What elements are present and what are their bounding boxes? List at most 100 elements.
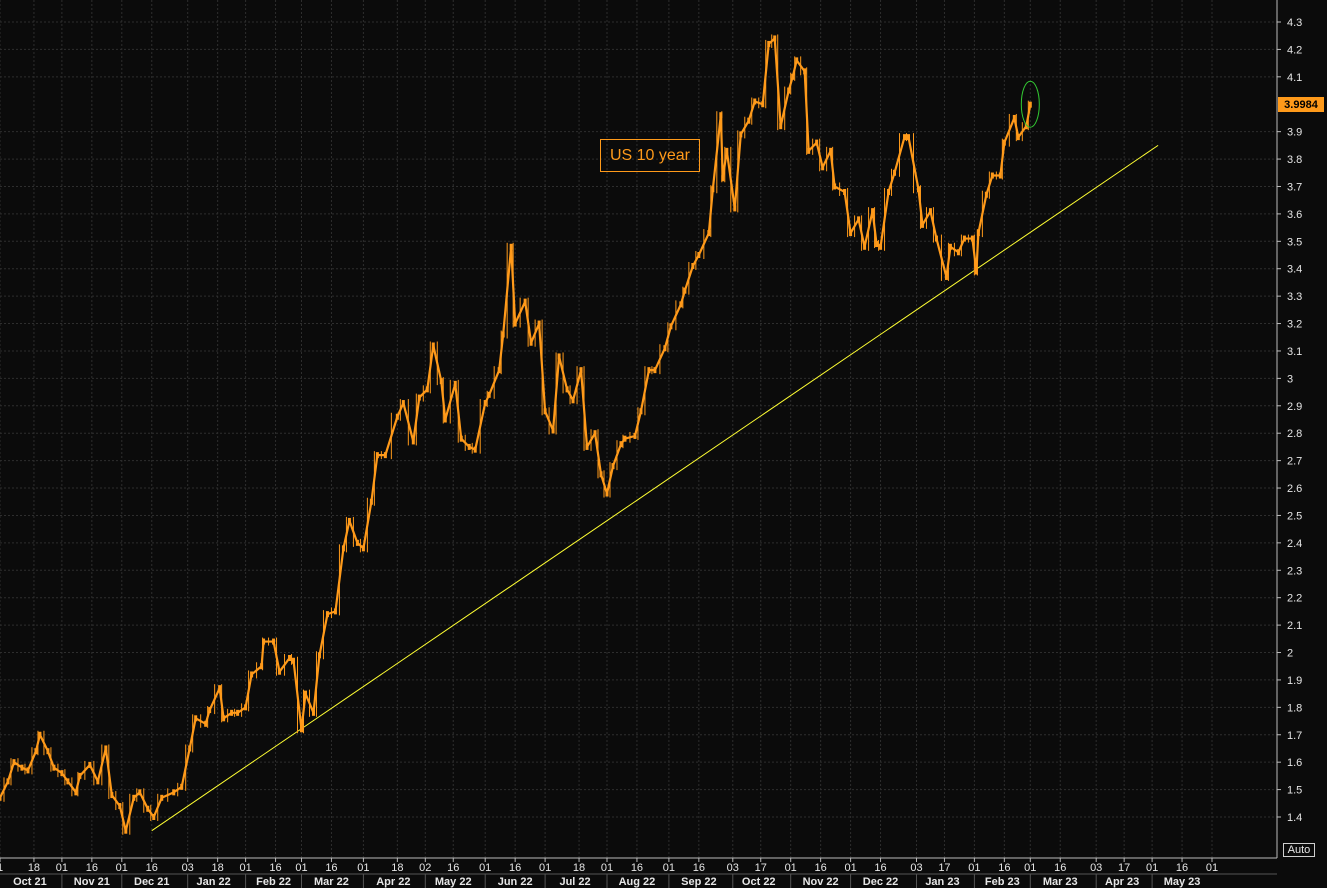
x-day-label: 17	[755, 862, 767, 874]
price-point	[236, 709, 240, 716]
y-tick-label: 3.5	[1287, 236, 1302, 248]
x-month-label: Sep 22	[681, 876, 716, 888]
price-point	[46, 748, 50, 755]
x-day-label: 18	[212, 862, 224, 874]
x-month-label: Nov 22	[803, 876, 839, 888]
price-point	[871, 208, 875, 215]
price-point	[459, 435, 463, 442]
x-day-label: 17	[938, 862, 950, 874]
x-month-label: Dec 22	[863, 876, 898, 888]
price-point	[639, 408, 643, 415]
price-point	[401, 400, 405, 407]
price-point	[439, 378, 443, 385]
price-point	[383, 452, 387, 459]
price-point	[829, 147, 833, 154]
price-point	[88, 761, 92, 768]
price-point	[599, 471, 603, 478]
y-tick-label: 2.1	[1287, 620, 1302, 632]
x-day-label: 16	[509, 862, 521, 874]
series-layer	[0, 34, 1032, 835]
price-point	[361, 545, 365, 552]
price-point	[333, 608, 337, 615]
price-point	[152, 814, 156, 820]
x-axis: 1 18 01 16 01 16 03 18 01 16 01 16 01 18 02 16 01 16 01 18 0…	[0, 857, 1277, 888]
price-point	[934, 235, 938, 242]
price-point	[395, 413, 399, 420]
price-point	[347, 517, 351, 524]
price-point	[551, 427, 555, 434]
price-point	[260, 663, 264, 670]
price-point	[26, 767, 30, 774]
price-point	[970, 235, 974, 242]
price-point	[990, 172, 994, 179]
y-tick-label: 1.4	[1287, 812, 1302, 824]
price-point	[956, 249, 960, 256]
price-point	[697, 252, 701, 259]
auto-scale-button[interactable]: Auto	[1283, 843, 1315, 857]
price-point	[523, 298, 527, 305]
price-point	[172, 789, 176, 796]
y-tick-label: 2.5	[1287, 510, 1302, 522]
price-point	[984, 191, 988, 198]
x-day-label: 01	[239, 862, 251, 874]
y-tick-label: 2.7	[1287, 456, 1302, 468]
y-tick-label: 4.3	[1287, 17, 1302, 29]
y-tick-label: 1.7	[1287, 730, 1302, 742]
price-point	[791, 73, 795, 80]
price-point	[317, 652, 321, 659]
last-value-badge: 3.9984	[1278, 97, 1324, 112]
x-day-label: 16	[815, 862, 827, 874]
x-day-label: 01	[1024, 862, 1036, 874]
price-point	[60, 770, 64, 777]
price-point	[733, 205, 737, 212]
x-day-label: 18	[391, 862, 403, 874]
price-point	[779, 123, 783, 130]
price-point	[537, 320, 541, 327]
price-point	[1028, 101, 1032, 108]
x-month-label: May 23	[1164, 876, 1201, 888]
price-point	[585, 443, 589, 450]
price-point	[875, 241, 879, 248]
x-day-label: 01	[968, 862, 980, 874]
price-point	[104, 745, 108, 752]
price-point	[262, 638, 266, 645]
y-tick-label: 3.7	[1287, 181, 1302, 193]
price-point	[669, 323, 673, 330]
price-point	[605, 490, 609, 497]
y-tick-label: 2.9	[1287, 401, 1302, 413]
price-point	[767, 40, 771, 47]
x-day-label: 16	[325, 862, 337, 874]
price-point	[1012, 114, 1016, 121]
y-tick-label: 2.2	[1287, 593, 1302, 605]
y-tick-label: 3.8	[1287, 154, 1302, 166]
price-point	[928, 208, 932, 215]
x-day-label: 01	[1206, 862, 1218, 874]
x-month-label: Oct 22	[742, 876, 776, 888]
price-point	[38, 731, 42, 738]
x-day-label: 16	[1054, 862, 1066, 874]
y-tick-label: 1.6	[1287, 757, 1302, 769]
x-day-label: 16	[447, 862, 459, 874]
x-month-label: Mar 23	[1043, 876, 1078, 888]
x-day-label: 03	[182, 862, 194, 874]
price-point	[194, 715, 198, 722]
y-tick-label: 2.4	[1287, 538, 1302, 550]
price-point	[311, 709, 315, 716]
price-point	[691, 262, 695, 269]
price-point	[375, 452, 379, 459]
x-month-label: Nov 21	[74, 876, 110, 888]
price-point	[719, 112, 723, 119]
price-point	[571, 397, 575, 404]
price-point	[341, 545, 345, 552]
price-point	[513, 320, 517, 327]
price-point	[944, 273, 948, 280]
price-point	[773, 35, 777, 42]
y-tick-label: 3.6	[1287, 209, 1302, 221]
price-point	[355, 539, 359, 546]
x-day-label: 1	[0, 862, 3, 874]
x-month-label: Jan 23	[925, 876, 959, 888]
price-point	[74, 789, 78, 796]
price-point	[948, 243, 952, 250]
price-point	[417, 394, 421, 401]
